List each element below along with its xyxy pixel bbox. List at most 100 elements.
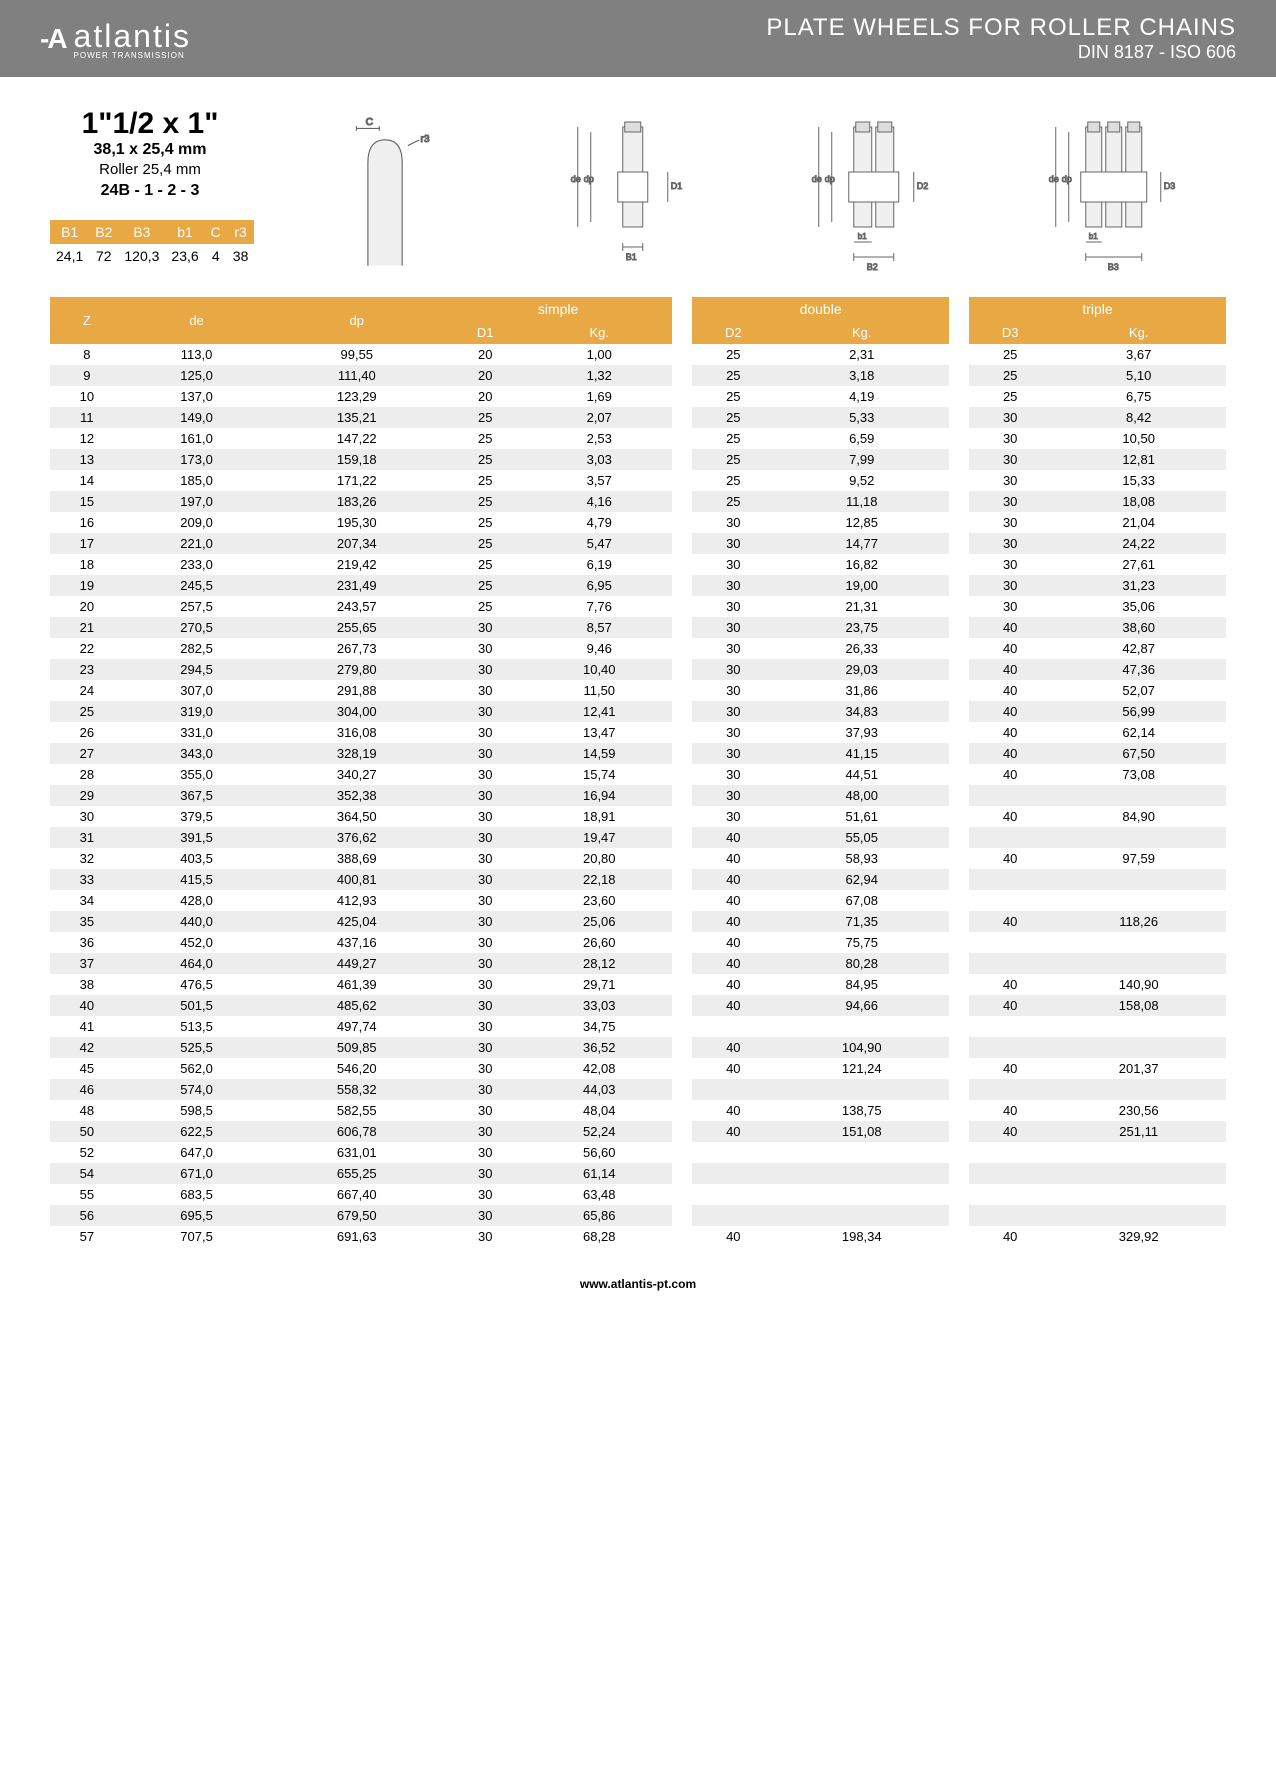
table-cell: 14,59 (526, 743, 672, 764)
brand-name: atlantis (74, 18, 191, 55)
table-cell (969, 1079, 1051, 1100)
table-cell (949, 1205, 969, 1226)
table-cell: 30 (444, 722, 526, 743)
table-cell: 57 (50, 1226, 124, 1247)
table-cell: 15,74 (526, 764, 672, 785)
table-cell (774, 1163, 949, 1184)
table-cell: 8,57 (526, 617, 672, 638)
table-cell: 40 (692, 974, 774, 995)
table-cell: 452,0 (124, 932, 270, 953)
table-cell: 25 (444, 533, 526, 554)
table-cell (672, 596, 692, 617)
table-cell: 606,78 (269, 1121, 444, 1142)
table-cell: 11 (50, 407, 124, 428)
table-cell (949, 743, 969, 764)
table-cell (949, 491, 969, 512)
table-cell (672, 638, 692, 659)
table-cell: 340,27 (269, 764, 444, 785)
table-cell: 30 (692, 764, 774, 785)
table-row: 18233,0219,42256,193016,823027,61 (50, 554, 1226, 575)
spec-header: b1 (165, 220, 204, 244)
table-cell: 40 (692, 995, 774, 1016)
table-cell (949, 974, 969, 995)
table-cell (949, 785, 969, 806)
table-cell: 35,06 (1051, 596, 1226, 617)
table-cell: 30 (444, 1100, 526, 1121)
table-cell: 38,60 (1051, 617, 1226, 638)
spec-header: B3 (118, 220, 165, 244)
table-cell: 25 (444, 470, 526, 491)
table-cell (774, 1205, 949, 1226)
table-cell: 30 (969, 470, 1051, 491)
table-cell: 20,80 (526, 848, 672, 869)
table-cell: 30 (444, 638, 526, 659)
table-cell: 47,36 (1051, 659, 1226, 680)
table-cell: 30 (444, 785, 526, 806)
table-cell: 30 (692, 638, 774, 659)
table-cell: 25 (50, 701, 124, 722)
col-d3: D3 (969, 321, 1051, 344)
spec-header: B2 (89, 220, 118, 244)
table-row: 45562,0546,203042,0840121,2440201,37 (50, 1058, 1226, 1079)
table-cell: 18,08 (1051, 491, 1226, 512)
table-cell: 62,94 (774, 869, 949, 890)
table-row: 28355,0340,273015,743044,514073,08 (50, 764, 1226, 785)
table-cell: 671,0 (124, 1163, 270, 1184)
table-cell: 9 (50, 365, 124, 386)
table-cell: 44,51 (774, 764, 949, 785)
table-cell: 25 (444, 575, 526, 596)
table-cell: 46 (50, 1079, 124, 1100)
table-cell: 40 (969, 1100, 1051, 1121)
table-cell: 30 (969, 512, 1051, 533)
table-cell: 48 (50, 1100, 124, 1121)
table-cell: 159,18 (269, 449, 444, 470)
table-cell: 118,26 (1051, 911, 1226, 932)
table-cell: 23,75 (774, 617, 949, 638)
table-cell: 63,48 (526, 1184, 672, 1205)
table-cell (672, 1184, 692, 1205)
table-cell: 2,31 (774, 344, 949, 365)
table-cell (969, 869, 1051, 890)
table-cell (949, 1016, 969, 1037)
table-cell (774, 1079, 949, 1100)
table-cell: 207,34 (269, 533, 444, 554)
table-cell: 400,81 (269, 869, 444, 890)
table-cell: 40 (692, 1100, 774, 1121)
table-cell: 40 (969, 995, 1051, 1016)
table-cell: 42,87 (1051, 638, 1226, 659)
spec-header: C (205, 220, 227, 244)
table-row: 52647,0631,013056,60 (50, 1142, 1226, 1163)
table-cell (672, 428, 692, 449)
table-cell: 30 (444, 1163, 526, 1184)
table-cell: 40 (969, 848, 1051, 869)
table-cell: 30 (969, 491, 1051, 512)
table-row: 46574,0558,323044,03 (50, 1079, 1226, 1100)
table-cell (672, 932, 692, 953)
table-cell: 6,95 (526, 575, 672, 596)
table-cell (949, 932, 969, 953)
table-cell: 221,0 (124, 533, 270, 554)
table-cell (1051, 869, 1226, 890)
main-table: Z de dp simple double triple D1 Kg. D2 K… (50, 297, 1226, 1247)
table-cell: 151,08 (774, 1121, 949, 1142)
table-row: 48598,5582,553048,0440138,7540230,56 (50, 1100, 1226, 1121)
table-cell: 343,0 (124, 743, 270, 764)
table-cell: 51,61 (774, 806, 949, 827)
table-cell: 26,60 (526, 932, 672, 953)
table-cell: 40 (692, 869, 774, 890)
col-z: Z (50, 297, 124, 344)
table-cell (1051, 785, 1226, 806)
table-cell: 282,5 (124, 638, 270, 659)
table-cell: 307,0 (124, 680, 270, 701)
table-cell: 15 (50, 491, 124, 512)
svg-text:de: de (812, 174, 822, 184)
table-cell: 94,66 (774, 995, 949, 1016)
table-cell: 3,57 (526, 470, 672, 491)
table-cell: 679,50 (269, 1205, 444, 1226)
table-cell (774, 1142, 949, 1163)
table-cell: 1,00 (526, 344, 672, 365)
table-cell (969, 1037, 1051, 1058)
table-cell: 19 (50, 575, 124, 596)
table-row: 17221,0207,34255,473014,773024,22 (50, 533, 1226, 554)
svg-text:dp: dp (583, 174, 593, 184)
